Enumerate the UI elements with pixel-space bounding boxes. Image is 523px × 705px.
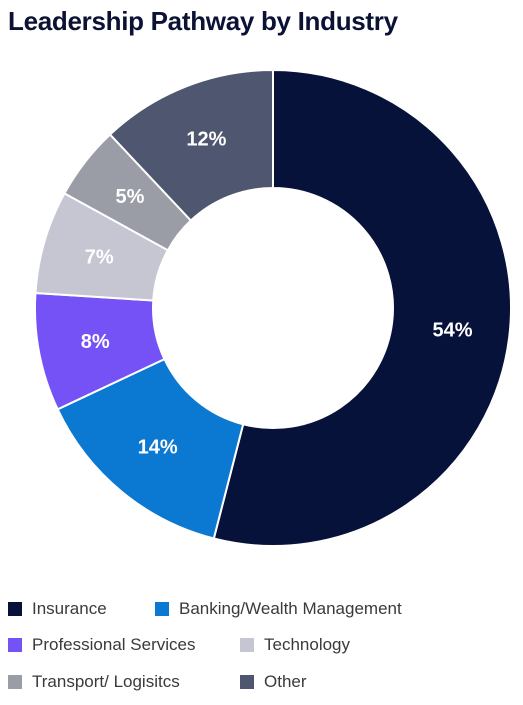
legend-swatch-insurance bbox=[8, 602, 22, 616]
slice-other bbox=[108, 68, 274, 222]
legend-label-other: Other bbox=[264, 672, 307, 691]
legend-swatch-technology bbox=[240, 638, 254, 652]
legend-swatch-transport bbox=[8, 675, 22, 689]
slice-label-professional-services: 8% bbox=[81, 331, 110, 353]
legend-swatch-professional-services bbox=[8, 638, 22, 652]
legend-swatch-banking bbox=[155, 602, 169, 616]
slice-label-insurance: 54% bbox=[433, 320, 473, 342]
slice-insurance bbox=[212, 68, 512, 547]
legend-item-banking: Banking/Wealth Management bbox=[155, 599, 402, 619]
donut-slices bbox=[34, 68, 512, 547]
slice-label-banking: 14% bbox=[138, 436, 178, 458]
legend-label-transport: Transport/ Logisitcs bbox=[32, 672, 180, 691]
slice-label-transport: 5% bbox=[116, 186, 145, 208]
donut-value-labels: 54% 14% 8% 7% 5% 12% bbox=[81, 129, 473, 459]
legend-label-technology: Technology bbox=[264, 635, 351, 654]
chart-title: Leadership Pathway by Industry bbox=[8, 6, 398, 36]
legend-item-professional-services: Professional Services bbox=[8, 635, 195, 655]
legend-item-transport: Transport/ Logisitcs bbox=[8, 672, 180, 692]
legend-item-other: Other bbox=[240, 672, 307, 692]
legend-label-insurance: Insurance bbox=[32, 599, 107, 618]
legend-label-banking: Banking/Wealth Management bbox=[179, 599, 402, 618]
slice-label-technology: 7% bbox=[85, 247, 114, 269]
donut-chart: 54% 14% 8% 7% 5% 12% bbox=[34, 68, 512, 547]
slice-banking bbox=[56, 357, 245, 540]
slice-label-other: 12% bbox=[186, 129, 226, 151]
legend-item-insurance: Insurance bbox=[8, 599, 107, 619]
legend-swatch-other bbox=[240, 675, 254, 689]
legend-item-technology: Technology bbox=[240, 635, 350, 655]
legend-label-professional-services: Professional Services bbox=[32, 635, 196, 654]
